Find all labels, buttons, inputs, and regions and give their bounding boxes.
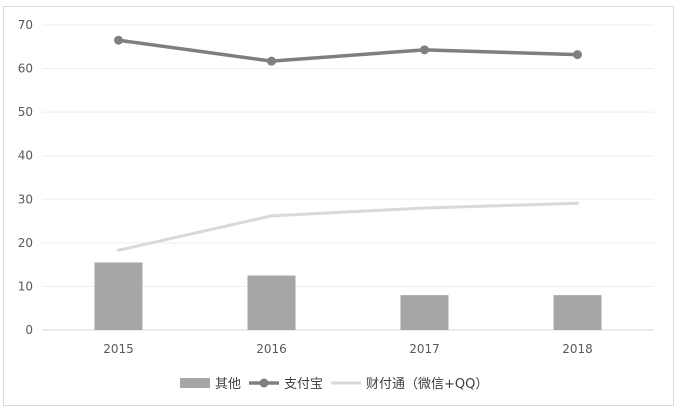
x-tick-label: 2016 [256,342,287,356]
legend: 其他 支付宝 财付通（微信+QQ） [180,377,488,392]
legend-marker [259,378,269,388]
x-tick-label: 2018 [562,342,593,356]
bar [553,295,602,330]
series-line [117,201,579,252]
legend-swatch [180,378,210,388]
data-point [267,56,276,66]
line-series [114,35,582,252]
data-point [420,45,429,55]
y-axis: 0 10 20 30 40 50 60 70 [18,18,33,337]
y-tick-label: 70 [18,18,33,32]
y-tick-label: 0 [25,323,33,337]
y-tick-label: 40 [18,149,33,163]
gridlines [42,24,654,331]
legend-label: 其他 [215,377,241,392]
bar [247,275,296,330]
y-tick-label: 60 [18,62,33,76]
y-tick-label: 50 [18,105,33,119]
data-point [114,35,123,45]
legend-label: 支付宝 [284,377,323,392]
y-tick-label: 30 [18,192,33,206]
y-tick-label: 20 [18,236,33,250]
bar-series [94,262,602,330]
x-tick-label: 2015 [103,342,134,356]
bar [94,262,143,330]
x-tick-label: 2017 [409,342,440,356]
x-axis: 2015 2016 2017 2018 [103,342,593,356]
y-tick-label: 10 [18,279,33,293]
legend-label: 财付通（微信+QQ） [366,377,488,392]
bar [400,295,449,330]
chart-frame [3,6,674,406]
series-line [116,38,580,63]
data-point [573,50,582,60]
